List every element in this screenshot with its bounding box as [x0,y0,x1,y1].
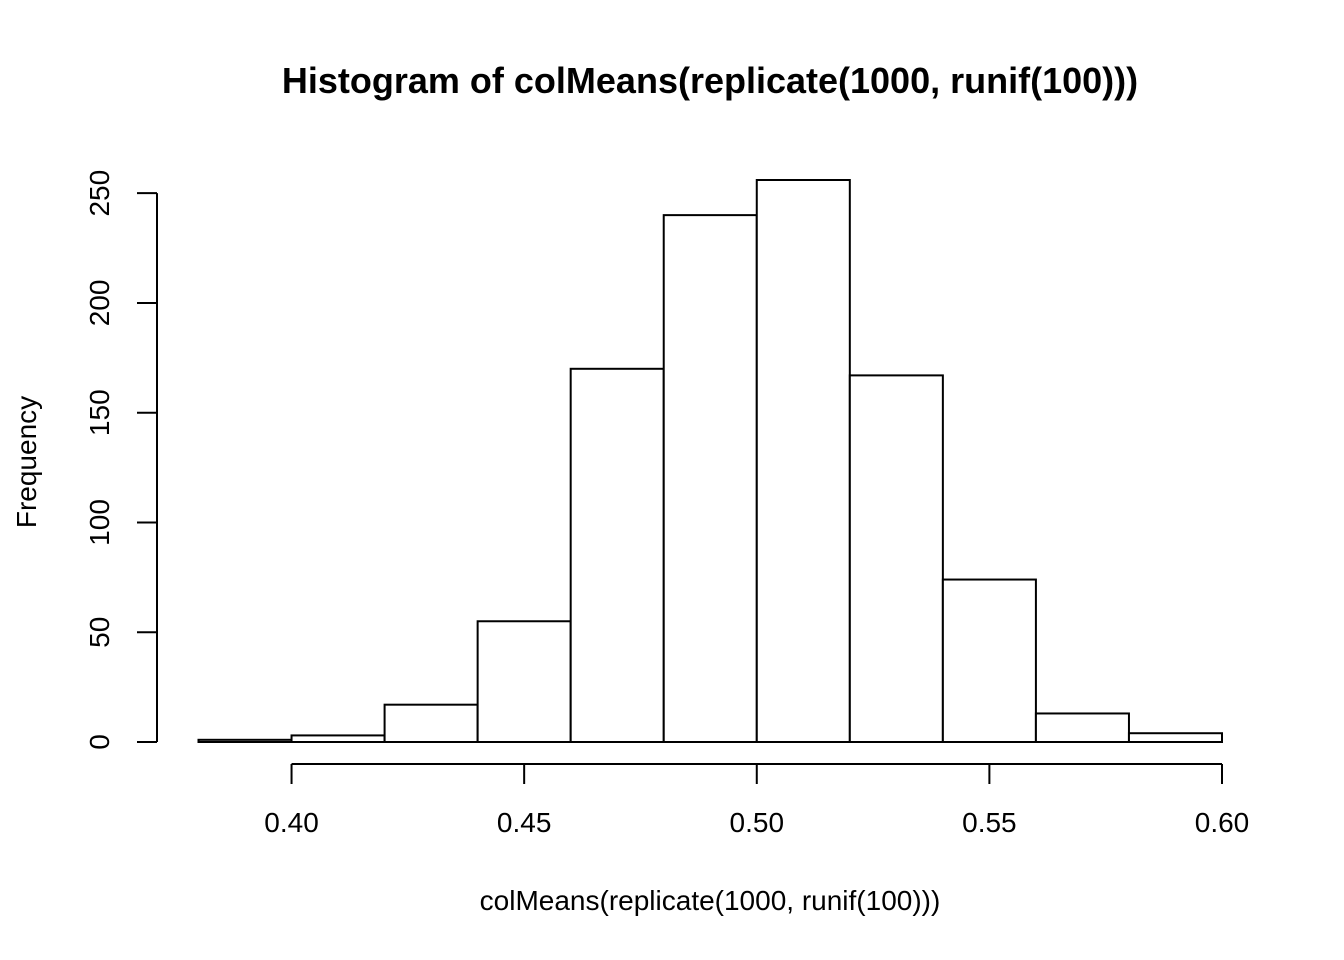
y-tick-label: 150 [84,389,115,436]
y-tick-label: 50 [84,617,115,648]
y-tick-label: 250 [84,170,115,217]
histogram-bar [662,214,758,743]
histogram-bar [290,734,386,743]
histogram-bar [476,620,572,743]
histogram-bar [755,179,851,743]
x-tick-label: 0.45 [497,807,552,838]
histogram-bar [1034,712,1130,743]
histogram-bar [569,367,665,743]
chart-title: Histogram of colMeans(replicate(1000, ru… [282,60,1138,101]
x-axis-label: colMeans(replicate(1000, runif(100))) [480,885,941,916]
y-tick-label: 0 [84,734,115,750]
histogram-bar [1127,732,1224,743]
x-tick-label: 0.55 [962,807,1017,838]
x-axis: 0.40 0.45 0.50 0.55 0.60 [264,763,1250,838]
y-tick-label: 100 [84,499,115,546]
histogram-bar [848,374,944,743]
x-tick-label: 0.60 [1195,807,1250,838]
histogram-bar [941,578,1037,743]
y-axis: 0 50 100 150 200 250 [84,170,158,750]
histogram-bar [383,703,479,743]
x-tick-label: 0.50 [730,807,785,838]
histogram-bars [197,179,1224,743]
y-tick-label: 200 [84,280,115,327]
histogram-bar [197,738,293,743]
x-tick-label: 0.40 [264,807,319,838]
y-axis-label: Frequency [11,396,42,528]
